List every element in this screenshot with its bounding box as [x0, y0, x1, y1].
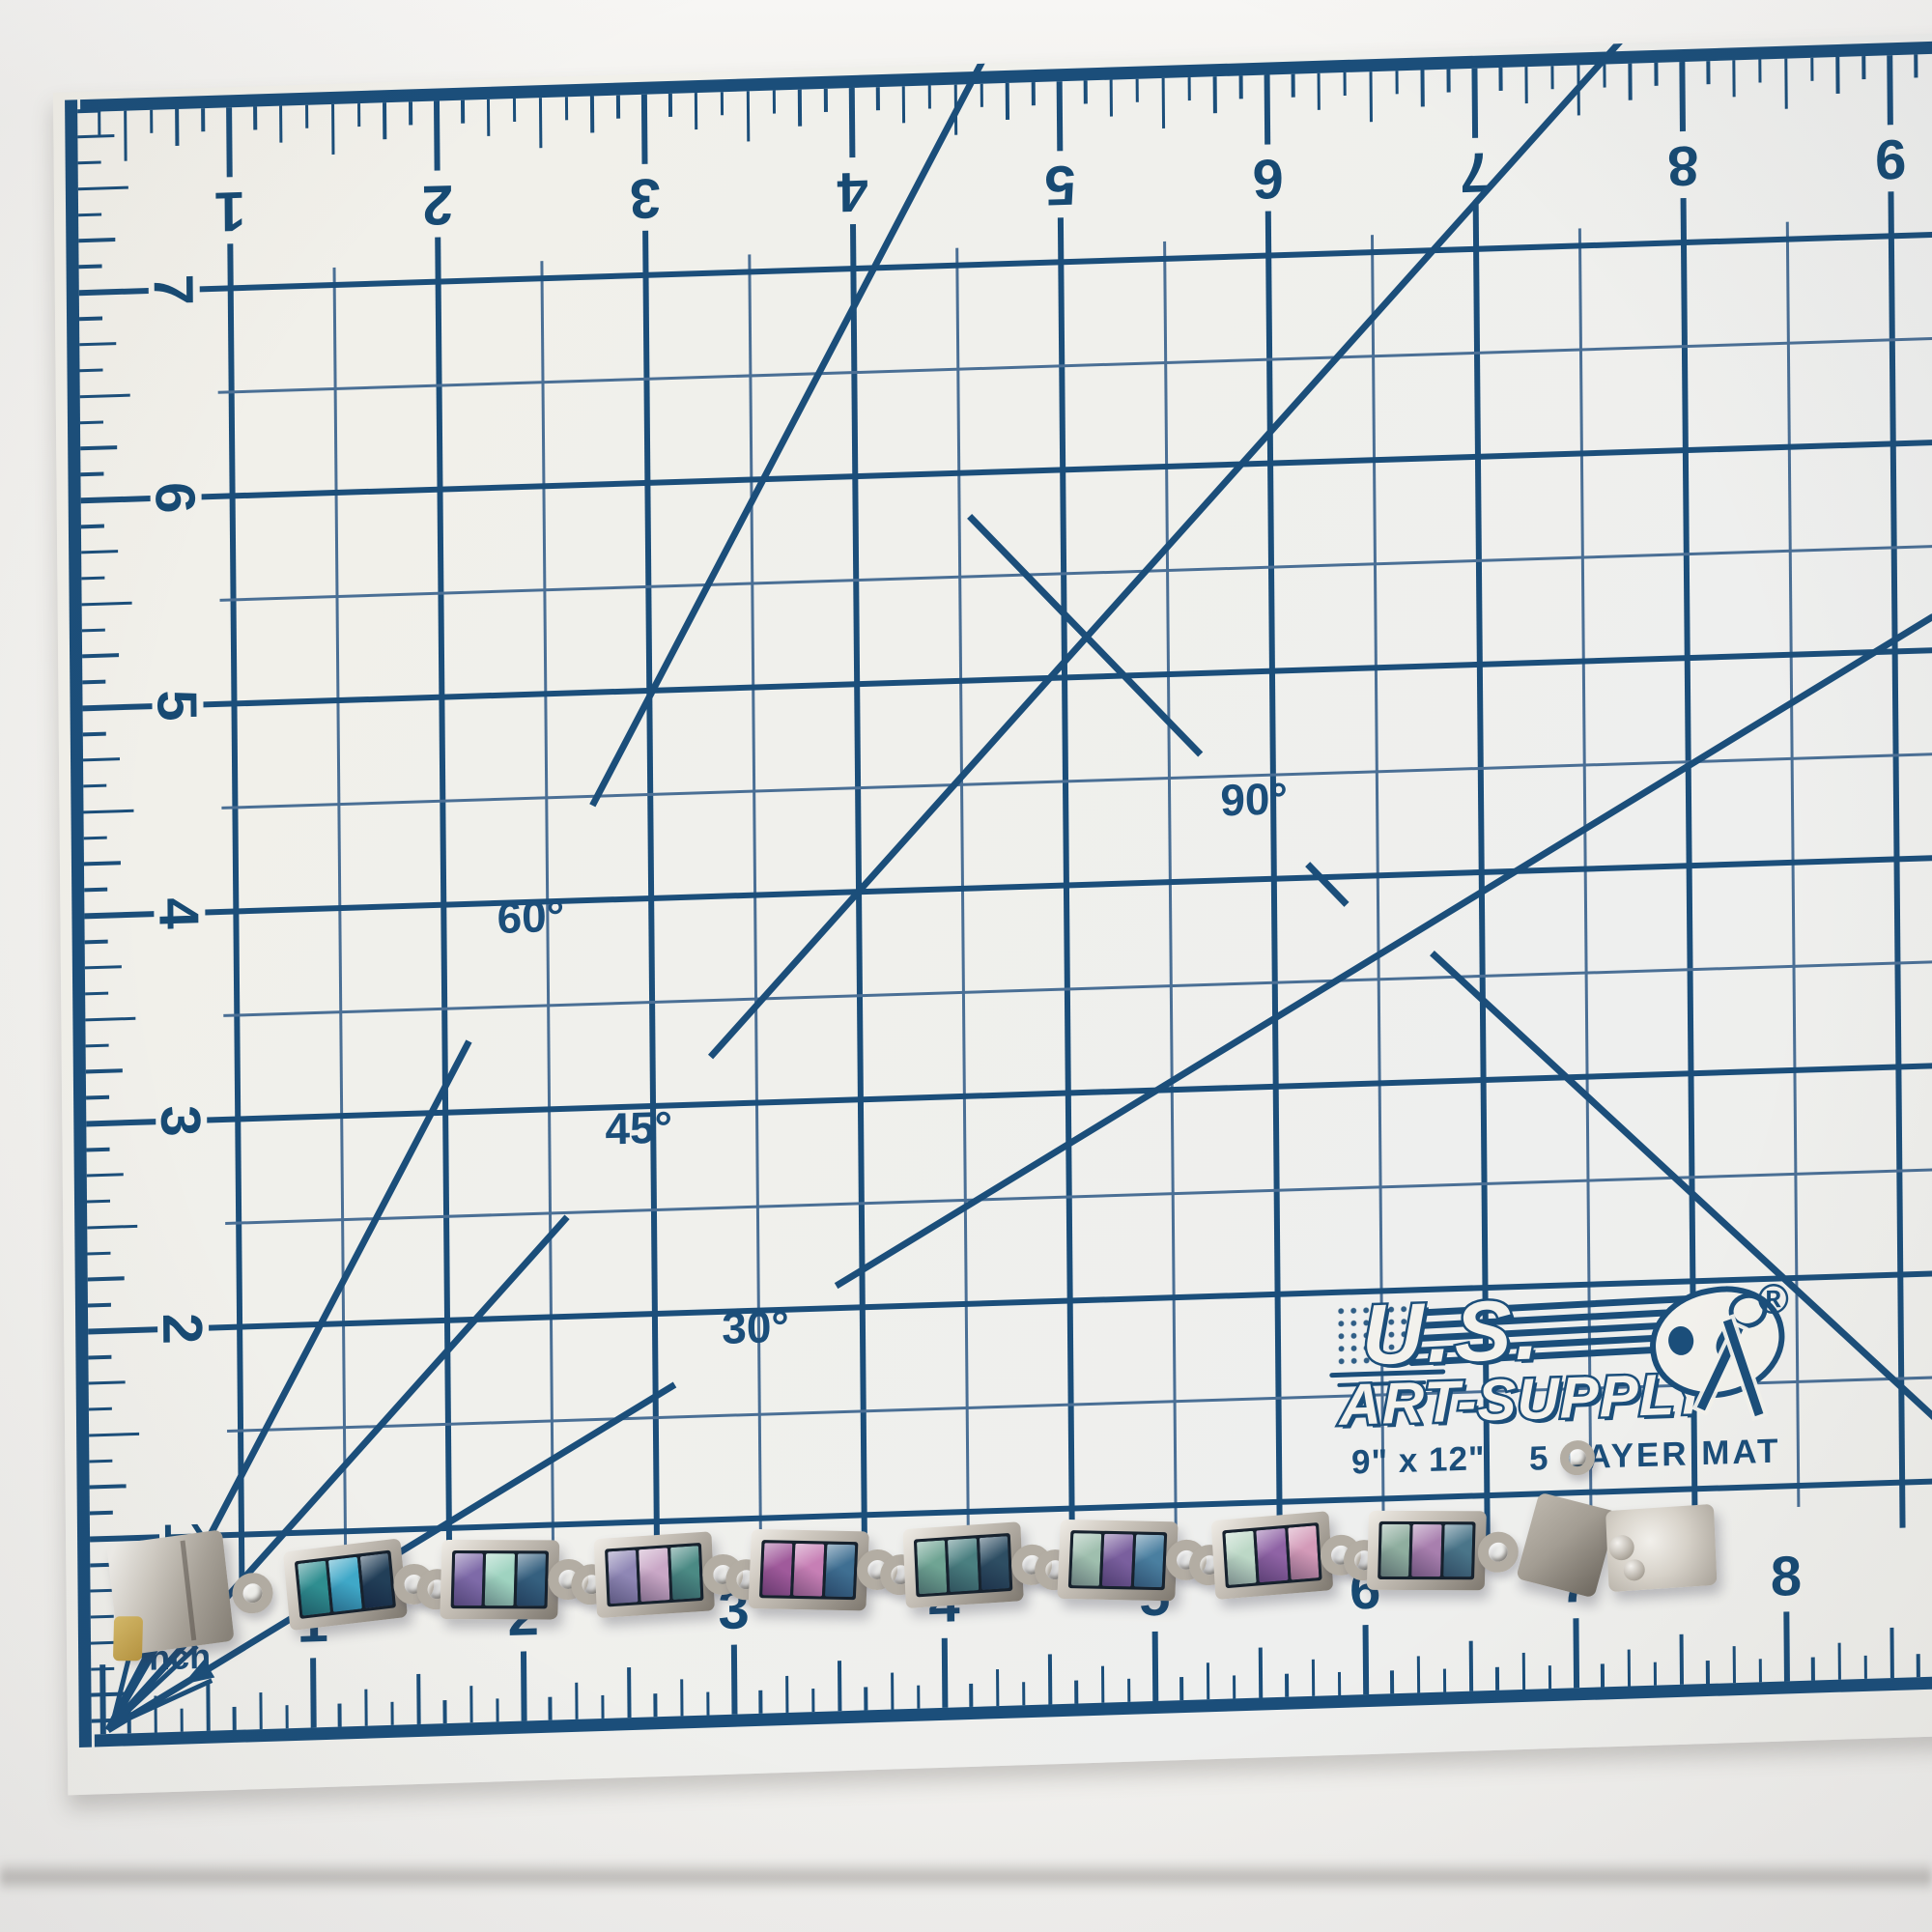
- abalone-inlay: [605, 1542, 704, 1607]
- end-clasp-plate: [1605, 1503, 1718, 1593]
- abalone-segment: [948, 1538, 979, 1593]
- abalone-segment: [669, 1546, 701, 1601]
- arrowhead-30: [183, 1659, 215, 1685]
- abalone-segment: [1411, 1524, 1442, 1577]
- clasp-rivet: [1623, 1558, 1646, 1582]
- abalone-segment: [824, 1544, 856, 1598]
- bracelet-link: [1210, 1511, 1334, 1601]
- abalone-inlay: [1222, 1522, 1322, 1589]
- angle-line-90: [967, 513, 1350, 907]
- brand-name-line2: ART-SUPPLY: [1337, 1358, 1714, 1439]
- abalone-segment: [793, 1543, 824, 1597]
- abalone-segment: [1380, 1523, 1410, 1577]
- abalone-inlay: [1378, 1520, 1476, 1580]
- angle-label: 30°: [722, 1300, 789, 1353]
- clasp-rivet: [1608, 1534, 1635, 1562]
- corner-sunburst: [109, 1599, 213, 1729]
- abalone-inlay: [1067, 1530, 1168, 1591]
- abalone-segment: [453, 1553, 484, 1606]
- angle-line-mirror-45: [1430, 951, 1932, 1568]
- registered-trademark: ®: [1757, 1275, 1790, 1324]
- abalone-inlay: [450, 1550, 550, 1609]
- mat-size-label: 9" x 12": [1350, 1439, 1486, 1482]
- abalone-segment: [639, 1548, 670, 1603]
- abalone-segment: [1287, 1525, 1320, 1580]
- abalone-segment: [1225, 1530, 1257, 1585]
- abalone-segment: [516, 1553, 546, 1606]
- abalone-inlay: [913, 1532, 1013, 1598]
- abalone-inlay: [294, 1549, 397, 1619]
- abalone-segment: [328, 1556, 362, 1612]
- abalone-segment: [1256, 1527, 1289, 1583]
- brand-name-line1: U.S.: [1359, 1279, 1546, 1385]
- angle-label: 45°: [605, 1101, 673, 1154]
- bracelet-link: [1057, 1519, 1179, 1602]
- bracelet-link: [282, 1538, 409, 1632]
- abalone-segment: [298, 1560, 331, 1616]
- clasp-seam: [180, 1540, 197, 1641]
- bracelet-link: [902, 1521, 1024, 1609]
- paint-blob: [1666, 1323, 1696, 1357]
- bracelet-link: [440, 1539, 560, 1620]
- box-clasp: [106, 1529, 235, 1662]
- abalone-segment: [762, 1543, 793, 1596]
- abalone-segment: [979, 1536, 1010, 1590]
- abalone-segment: [1102, 1533, 1133, 1587]
- bracelet-link: [1366, 1510, 1487, 1591]
- abalone-segment: [608, 1549, 639, 1605]
- angle-label: 90°: [1220, 773, 1289, 826]
- abalone-segment: [484, 1553, 515, 1606]
- abalone-segment: [916, 1540, 948, 1595]
- angle-label: 60°: [497, 890, 565, 943]
- abalone-segment: [359, 1552, 393, 1609]
- brand-logo: U.S. ART-SUPPLY ® 9" x 12" 5 LAYER MAT: [1329, 1275, 1793, 1485]
- gold-accent: [112, 1616, 144, 1662]
- abalone-segment: [1442, 1524, 1473, 1577]
- abalone-segment: [1133, 1534, 1165, 1588]
- angle-line-60: [104, 27, 1014, 1732]
- table-shadow: [0, 1860, 1932, 1892]
- bracelet-link: [748, 1528, 869, 1611]
- bracelet-link: [593, 1531, 715, 1619]
- abalone-inlay: [758, 1540, 859, 1601]
- abalone-segment: [1070, 1533, 1102, 1586]
